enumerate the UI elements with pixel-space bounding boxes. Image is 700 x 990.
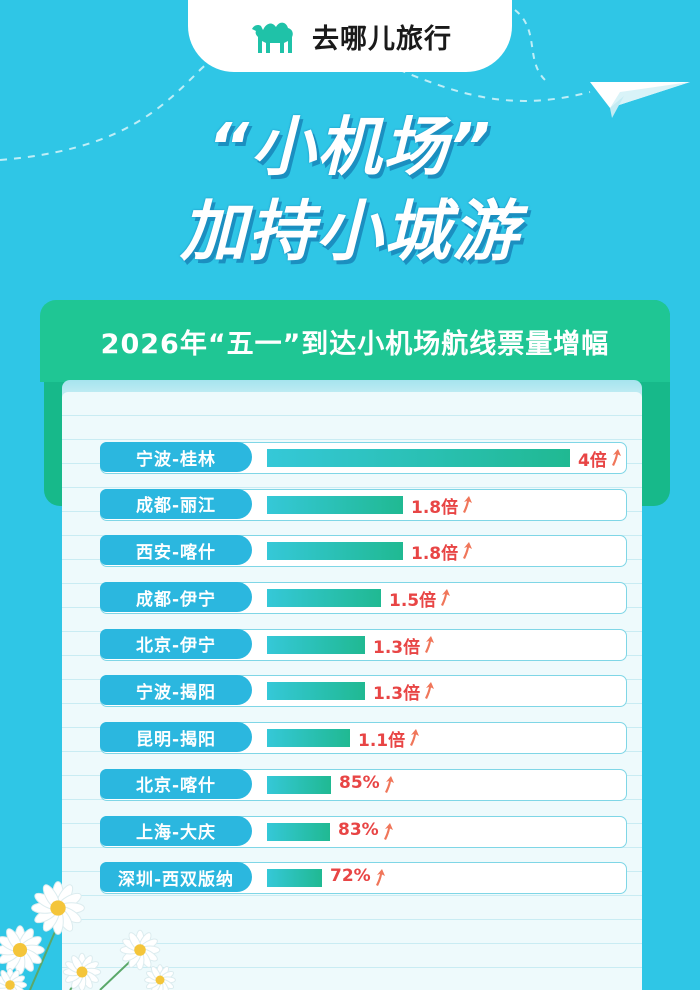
- route-label: 宁波-桂林: [100, 442, 252, 472]
- growth-value-label: 1.8倍: [411, 544, 459, 565]
- chart-row: 上海-大庆 83%: [100, 815, 627, 848]
- growth-bar: [267, 542, 403, 561]
- growth-bar: [267, 729, 350, 748]
- up-arrow-icon: [383, 822, 393, 840]
- up-arrow-icon: [425, 682, 435, 700]
- route-label: 北京-伊宁: [100, 628, 252, 659]
- up-arrow-icon: [463, 542, 473, 560]
- growth-value-label: 4倍: [578, 451, 607, 471]
- route-label: 成都-伊宁: [100, 582, 252, 613]
- up-arrow-icon: [384, 775, 394, 793]
- brand-name: 去哪儿旅行: [312, 23, 452, 55]
- brand-logo: 去哪儿旅行: [188, 0, 512, 72]
- headline-line-1: “小机场”: [207, 111, 493, 185]
- route-label: 西安-喀什: [100, 535, 252, 566]
- growth-value-label: 1.3倍: [373, 684, 421, 705]
- chart-row: 北京-伊宁 1.3倍: [100, 628, 627, 661]
- route-label: 宁波-揭阳: [100, 675, 252, 706]
- route-label: 昆明-揭阳: [100, 722, 252, 753]
- growth-bar: [267, 682, 365, 701]
- chart-row: 昆明-揭阳 1.1倍: [100, 722, 627, 755]
- growth-bar: [267, 635, 365, 654]
- up-arrow-icon: [425, 635, 435, 653]
- growth-bar: [267, 822, 330, 841]
- chart-row: 北京-喀什 85%: [100, 768, 627, 801]
- route-label: 深圳-西双版纳: [100, 862, 252, 893]
- growth-value-label: 72%: [330, 866, 371, 887]
- growth-value-label: 1.3倍: [373, 637, 421, 658]
- growth-value-label: 85%: [339, 772, 380, 793]
- up-arrow-icon: [611, 449, 621, 466]
- bar-chart: 宁波-桂林 4倍 成都-丽江 1.8倍 西安-喀什 1.8倍 成都-伊宁 1.5倍 北京-伊宁 1…: [100, 442, 627, 909]
- title-band: 2026年“五一”到达小机场航线票量增幅: [40, 300, 670, 382]
- growth-bar: [267, 775, 331, 794]
- growth-bar: [267, 589, 381, 608]
- up-arrow-icon: [410, 729, 420, 747]
- route-label: 成都-丽江: [100, 488, 252, 519]
- route-label: 北京-喀什: [100, 768, 252, 799]
- daisy-flowers-decoration: [0, 881, 176, 990]
- chart-row: 西安-喀什 1.8倍: [100, 535, 627, 568]
- route-label: 上海-大庆: [100, 815, 252, 846]
- growth-value-label: 1.8倍: [411, 497, 459, 518]
- chart-row: 成都-伊宁 1.5倍: [100, 582, 627, 615]
- headline-line-2: 加持小城游: [180, 193, 520, 270]
- camel-icon: [252, 22, 293, 53]
- growth-bar: [267, 495, 403, 514]
- chart-title: 2026年“五一”到达小机场航线票量增幅: [100, 328, 610, 360]
- chart-row: 成都-丽江 1.8倍: [100, 488, 627, 521]
- growth-bar: [267, 869, 322, 888]
- growth-bar: [267, 449, 570, 467]
- growth-value-label: 1.5倍: [389, 591, 437, 612]
- up-arrow-icon: [375, 869, 385, 887]
- up-arrow-icon: [463, 495, 473, 513]
- chart-row: 宁波-揭阳 1.3倍: [100, 675, 627, 708]
- up-arrow-icon: [441, 589, 451, 607]
- paper-plane-icon: [590, 82, 690, 118]
- growth-value-label: 1.1倍: [358, 731, 406, 752]
- growth-value-label: 83%: [338, 819, 379, 840]
- chart-row: 宁波-桂林 4倍: [100, 442, 627, 474]
- chart-row: 深圳-西双版纳 72%: [100, 862, 627, 895]
